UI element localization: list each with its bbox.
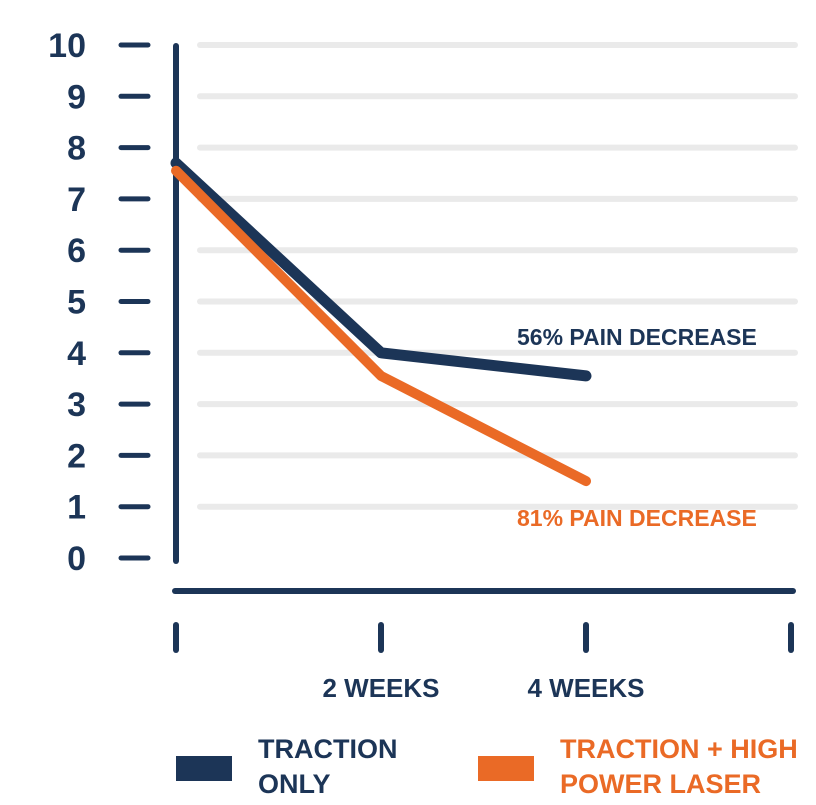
y-tick-label: 10: [48, 27, 86, 65]
y-tick-label: 1: [67, 489, 86, 527]
legend-label-0-1: ONLY: [258, 769, 331, 799]
legend-swatch-1: [478, 756, 534, 781]
annotation-1: 81% PAIN DECREASE: [517, 505, 757, 531]
series-line-0: [170, 157, 592, 382]
y-tick-label: 9: [67, 78, 86, 116]
grid-lines: [197, 42, 798, 510]
series-lines: [170, 157, 592, 487]
y-axis-ticks: 0 1 2 3 4 5 6 7 8 9 10: [48, 27, 151, 578]
y-tick-label: 4: [67, 335, 86, 373]
legend: TRACTION ONLY TRACTION + HIGH POWER LASER: [176, 734, 798, 799]
x-axis-ticks: 2 WEEKS 4 WEEKS: [173, 622, 794, 703]
y-tick-label: 3: [67, 386, 86, 424]
y-tick-label: 6: [67, 232, 86, 270]
x-tick-label: 4 WEEKS: [527, 673, 644, 703]
y-tick-label: 8: [67, 130, 86, 168]
legend-label-1-1: POWER LASER: [560, 769, 761, 799]
axes: [172, 43, 796, 594]
legend-label-0-0: TRACTION: [258, 734, 397, 764]
y-tick-label: 7: [67, 181, 86, 219]
y-tick-label: 0: [67, 540, 86, 578]
annotations: 56% PAIN DECREASE 81% PAIN DECREASE: [517, 324, 757, 531]
annotation-0: 56% PAIN DECREASE: [517, 324, 757, 350]
y-tick-label: 2: [67, 437, 86, 475]
y-tick-label: 5: [67, 284, 86, 322]
legend-label-1-0: TRACTION + HIGH: [560, 734, 798, 764]
series-line-1: [171, 165, 591, 487]
x-tick-label: 2 WEEKS: [322, 673, 439, 703]
legend-swatch-0: [176, 756, 232, 781]
